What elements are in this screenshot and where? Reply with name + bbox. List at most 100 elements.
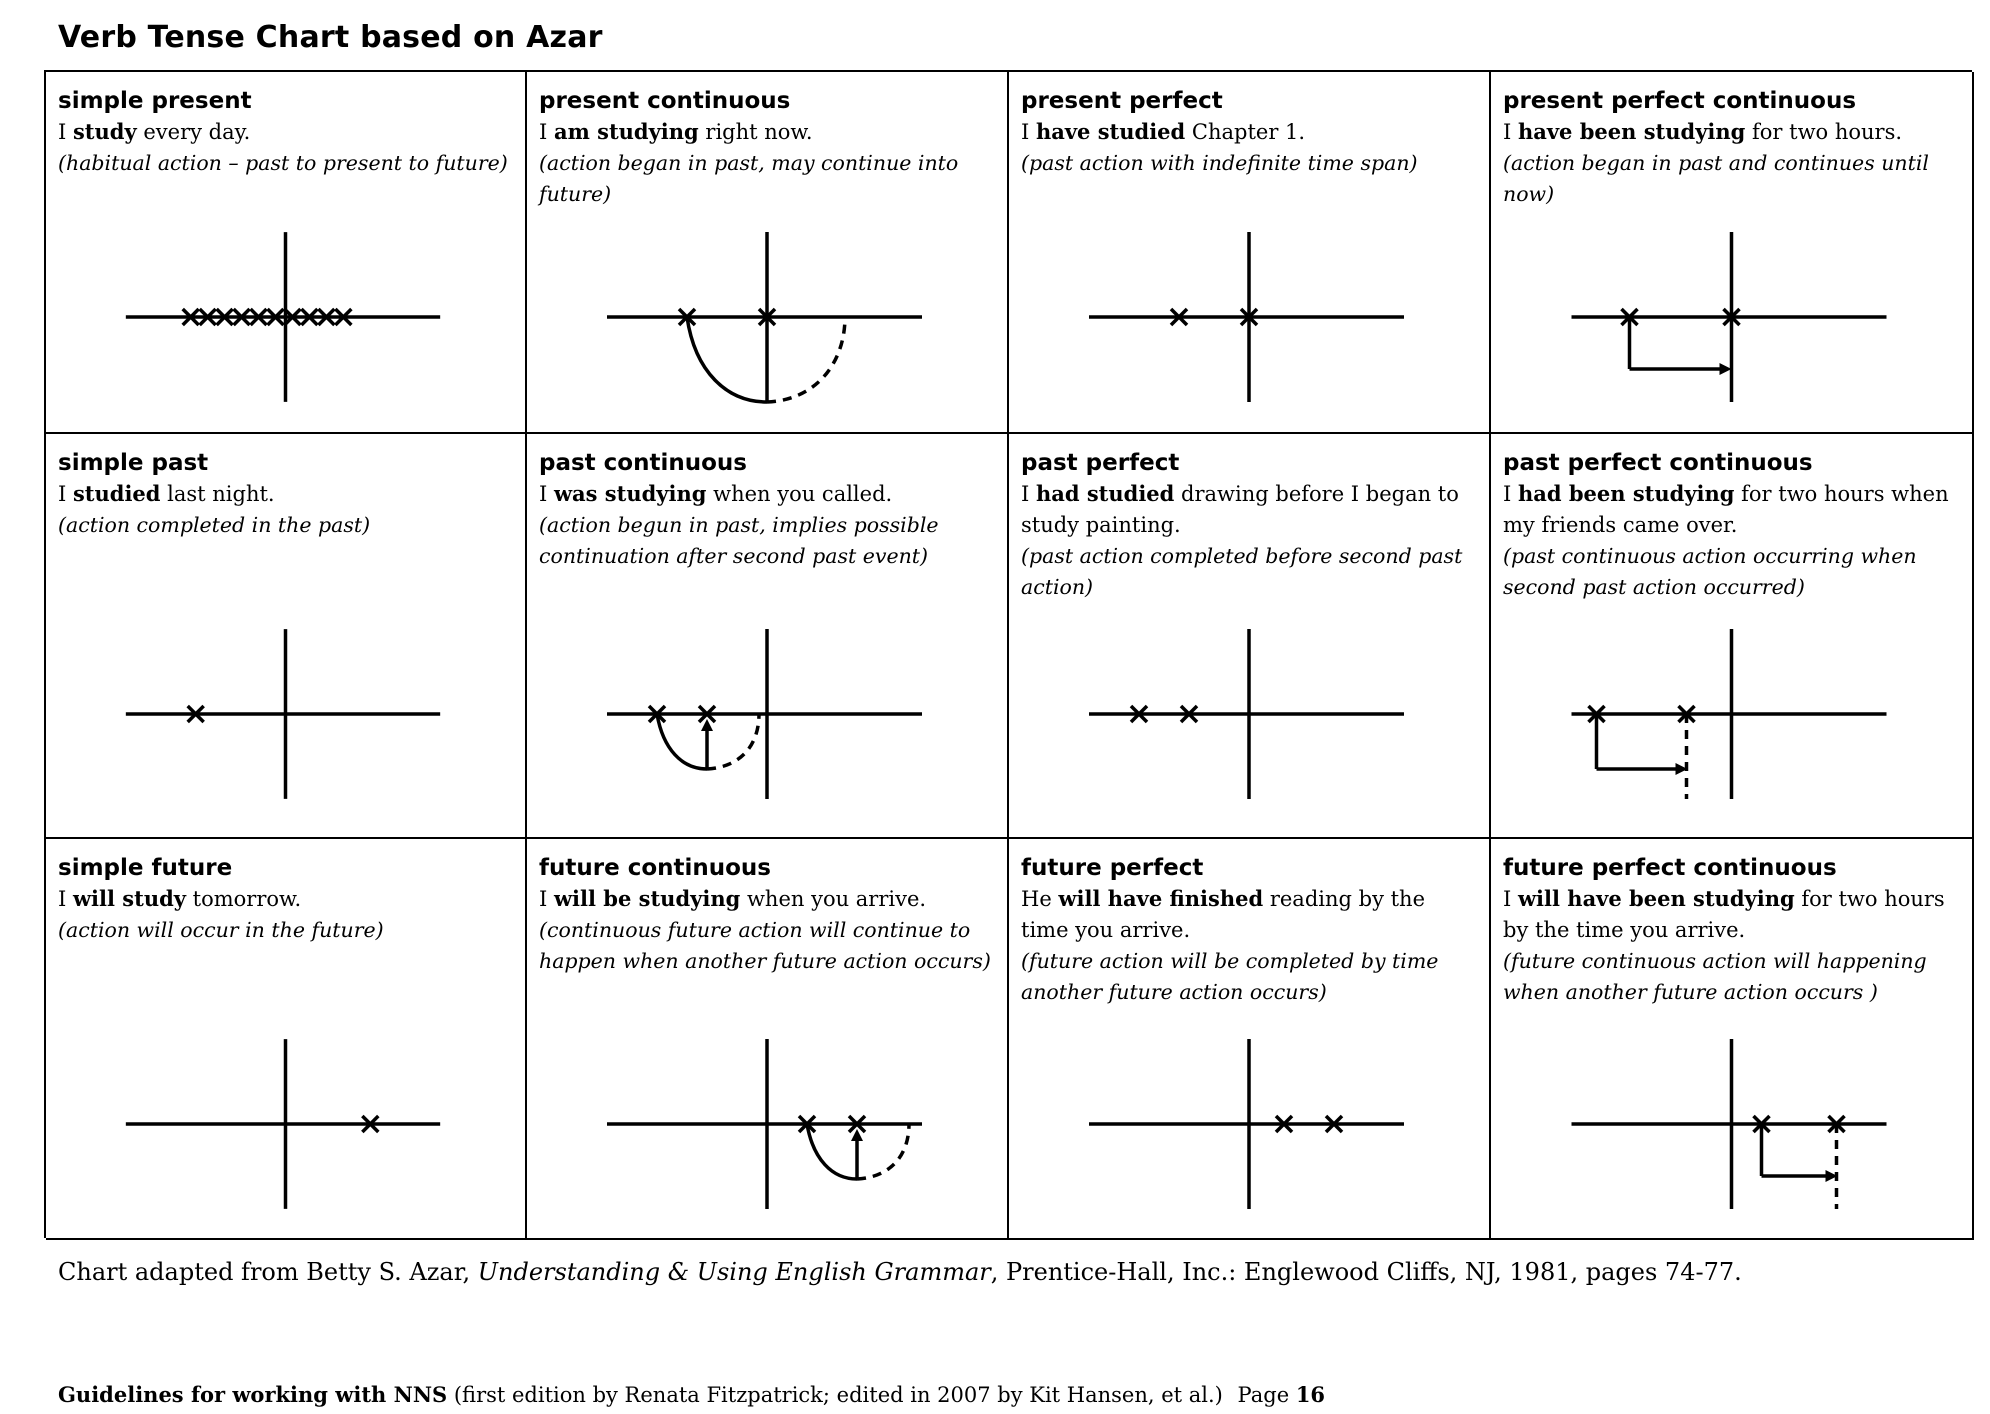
tense-name: simple future	[58, 855, 233, 881]
timeline-diagram	[46, 619, 525, 809]
tense-name: present perfect	[1021, 88, 1223, 114]
tense-note: (past continuous action occurring when s…	[1503, 544, 1917, 599]
x-mark	[249, 307, 268, 327]
x-mark	[232, 307, 251, 327]
x-mark-event	[847, 1114, 867, 1134]
timeline-diagram	[1491, 1029, 1972, 1219]
tense-cell-future-perfect-continuous: future perfect continuous I will have be…	[1491, 839, 1974, 1240]
x-mark-first	[1274, 1114, 1294, 1134]
x-mark-first	[1129, 704, 1149, 724]
timeline-svg	[1571, 1039, 1887, 1209]
tense-note: (continuous future action will continue …	[539, 918, 991, 973]
tense-chart-table: simple present I study every day. (habit…	[44, 70, 1974, 1240]
x-mark	[198, 307, 217, 327]
tense-name: simple present	[58, 88, 252, 114]
tense-example: I am studying right now.	[539, 119, 813, 144]
page-footer: Guidelines for working with NNS (first e…	[58, 1382, 1326, 1407]
x-mark-future	[361, 1114, 380, 1134]
action-arc	[805, 1123, 858, 1181]
tense-example: I had studied drawing before I began to …	[1021, 481, 1459, 537]
book-title: Understanding & Using English Grammar	[477, 1258, 991, 1286]
tense-name: past perfect	[1021, 450, 1180, 476]
continuation-arc	[856, 1123, 911, 1181]
tense-cell-present-continuous: present continuous I am studying right n…	[527, 72, 1009, 434]
timeline-diagram	[1491, 619, 1972, 809]
tense-example: He will have finished reading by the tim…	[1021, 886, 1425, 942]
tense-note: (action begun in past, implies possible …	[539, 513, 939, 568]
tense-name: future perfect continuous	[1503, 855, 1837, 881]
arrow-head	[701, 719, 713, 731]
timeline-diagram	[527, 222, 1007, 412]
tense-name: past perfect continuous	[1503, 450, 1813, 476]
tense-name: future continuous	[539, 855, 771, 881]
tense-example: I have studied Chapter 1.	[1021, 119, 1306, 144]
timeline-svg	[125, 1039, 441, 1209]
x-mark-past	[186, 704, 205, 724]
tense-example: I will have been studying for two hours …	[1503, 886, 1945, 942]
timeline-svg	[607, 629, 922, 799]
timeline-svg	[125, 232, 441, 402]
timeline-svg	[125, 629, 441, 799]
tense-cell-past-perfect-continuous: past perfect continuous I had been study…	[1491, 434, 1974, 839]
continuation-arc	[766, 316, 847, 404]
x-mark-second	[1179, 704, 1199, 724]
x-mark	[266, 307, 285, 327]
tense-name: simple past	[58, 450, 209, 476]
timeline-diagram	[46, 222, 525, 412]
tense-cell-future-continuous: future continuous I will be studying whe…	[527, 839, 1009, 1240]
x-mark-now	[1722, 307, 1741, 327]
tense-example: I was studying when you called.	[539, 481, 893, 506]
action-arc	[655, 713, 708, 771]
tense-note: (habitual action – past to present to fu…	[58, 151, 508, 175]
tense-name: past continuous	[539, 450, 747, 476]
arrow-head	[851, 1129, 863, 1141]
tense-name: present continuous	[539, 88, 791, 114]
timeline-diagram	[1009, 222, 1489, 412]
tense-note: (future continuous action will happening…	[1503, 949, 1927, 1004]
action-arc	[685, 316, 768, 404]
timeline-diagram	[46, 1029, 525, 1219]
document-title: Verb Tense Chart based on Azar	[58, 20, 603, 55]
x-mark	[334, 307, 353, 327]
continuation-arc	[706, 713, 761, 771]
tense-example: I will study tomorrow.	[58, 886, 302, 911]
tense-name: present perfect continuous	[1503, 88, 1857, 114]
timeline-diagram	[1009, 1029, 1489, 1219]
x-mark-now	[757, 307, 777, 327]
timeline-svg	[1571, 232, 1887, 402]
timeline-diagram	[527, 619, 1007, 809]
tense-example: I had been studying for two hours when m…	[1503, 481, 1949, 537]
timeline-svg	[1571, 629, 1887, 799]
x-mark	[181, 307, 200, 327]
timeline-svg	[1089, 1039, 1404, 1209]
tense-note: (future action will be completed by time…	[1021, 949, 1439, 1004]
tense-cell-past-perfect: past perfect I had studied drawing befor…	[1009, 434, 1491, 839]
tense-note: (past action completed before second pas…	[1021, 544, 1463, 599]
tense-cell-past-continuous: past continuous I was studying when you …	[527, 434, 1009, 839]
x-mark	[215, 307, 234, 327]
tense-example: I have been studying for two hours.	[1503, 119, 1903, 144]
x-mark-now	[1239, 307, 1259, 327]
timeline-diagram	[1009, 619, 1489, 809]
tense-note: (action began in past and continues unti…	[1503, 151, 1929, 206]
tense-example: I study every day.	[58, 119, 251, 144]
timeline-svg	[1089, 629, 1404, 799]
timeline-svg	[607, 232, 922, 404]
x-mark	[300, 307, 319, 327]
tense-cell-present-perfect-continuous: present perfect continuous I have been s…	[1491, 72, 1974, 434]
tense-cell-present-perfect: present perfect I have studied Chapter 1…	[1009, 72, 1491, 434]
timeline-diagram	[1491, 222, 1972, 412]
x-mark	[317, 307, 336, 327]
x-mark-event	[697, 704, 717, 724]
arrow-head	[1675, 763, 1688, 775]
tense-note: (action completed in the past)	[58, 513, 371, 537]
tense-note: (action began in past, may continue into…	[539, 151, 959, 206]
page-number: 16	[1295, 1382, 1326, 1407]
timeline-diagram	[527, 1029, 1007, 1219]
tense-example: I will be studying when you arrive.	[539, 886, 927, 911]
tense-name: future perfect	[1021, 855, 1204, 881]
x-mark	[283, 307, 302, 327]
arrow-head	[1719, 363, 1732, 375]
x-mark-second	[1324, 1114, 1344, 1134]
tense-note: (action will occur in the future)	[58, 918, 384, 942]
